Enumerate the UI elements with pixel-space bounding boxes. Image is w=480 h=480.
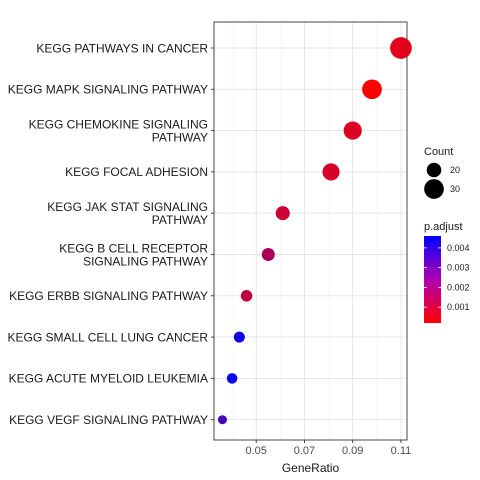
y-tick-label: KEGG VEGF SIGNALING PATHWAY	[9, 413, 208, 427]
p-adjust-colorbar	[424, 236, 441, 323]
y-tick-label-line: KEGG FOCAL ADHESION	[65, 165, 208, 179]
y-tick-label: KEGG ERBB SIGNALING PATHWAY	[9, 289, 208, 303]
data-point	[217, 415, 227, 425]
p-adjust-legend-ticks: 0.004 0.003 0.002 0.001	[424, 243, 470, 312]
colorbar-tick-label: 0.004	[447, 243, 470, 253]
count-legend-label: 30	[450, 184, 460, 194]
x-tick-label: 0.09	[342, 445, 363, 457]
x-tick-label: 0.11	[391, 445, 412, 457]
data-point	[226, 373, 238, 384]
grid-lines	[214, 22, 407, 440]
colorbar-tick-label: 0.001	[447, 302, 470, 312]
y-tick-label-line: PATHWAY	[152, 213, 208, 227]
y-tick-label-line: KEGG CHEMOKINE SIGNALING	[29, 117, 208, 131]
data-point	[362, 79, 382, 100]
y-tick-label-line: KEGG ERBB SIGNALING PATHWAY	[9, 289, 208, 303]
y-tick-label-line: KEGG B CELL RECEPTOR	[59, 241, 208, 255]
data-point	[261, 247, 275, 262]
count-legend-title: Count	[424, 146, 453, 158]
y-tick-label-line: KEGG PATHWAYS IN CANCER	[36, 41, 208, 55]
data-point	[275, 206, 290, 221]
data-point	[390, 37, 412, 59]
x-tick-label: 0.07	[294, 445, 315, 457]
y-tick-label: KEGG PATHWAYS IN CANCER	[36, 41, 208, 55]
colorbar-tick-label: 0.002	[447, 282, 470, 292]
y-tick-label-line: PATHWAY	[152, 130, 208, 144]
y-tick-label-line: KEGG VEGF SIGNALING PATHWAY	[9, 413, 208, 427]
count-legend-dot	[424, 179, 444, 199]
y-tick-label-line: KEGG MAPK SIGNALING PATHWAY	[8, 83, 208, 97]
x-axis-title: GeneRatio	[282, 461, 340, 475]
y-tick-label: KEGG JAK STAT SIGNALING PATHWAY	[47, 200, 208, 227]
y-tick-label: KEGG MAPK SIGNALING PATHWAY	[8, 83, 208, 97]
count-legend-dot	[426, 162, 442, 178]
x-axis-ticks: 0.05 0.07 0.09 0.11	[246, 440, 412, 457]
count-legend-label: 20	[450, 165, 460, 175]
plot-panel	[213, 21, 408, 441]
data-point	[233, 331, 245, 343]
y-tick-label-line: SIGNALING PATHWAY	[83, 254, 208, 268]
y-tick-label: KEGG FOCAL ADHESION	[65, 165, 208, 179]
data-points	[217, 37, 412, 425]
data-point	[343, 121, 362, 140]
colorbar-tick-label: 0.003	[447, 263, 470, 273]
y-tick-label-line: KEGG ACUTE MYELOID LEUKEMIA	[9, 372, 208, 386]
x-tick-label: 0.05	[246, 445, 267, 457]
y-tick-label: KEGG SMALL CELL LUNG CANCER	[7, 330, 208, 344]
p-adjust-legend-title: p.adjust	[424, 221, 463, 233]
y-axis-labels: KEGG PATHWAYS IN CANCER KEGG MAPK SIGNALI…	[7, 41, 214, 427]
y-tick-label: KEGG CHEMOKINE SIGNALING PATHWAY	[29, 117, 208, 144]
y-tick-label: KEGG ACUTE MYELOID LEUKEMIA	[9, 372, 208, 386]
data-point	[322, 163, 340, 181]
data-point	[240, 290, 253, 302]
y-tick-label-line: KEGG JAK STAT SIGNALING	[47, 200, 208, 214]
y-tick-label: KEGG B CELL RECEPTOR SIGNALING PATHWAY	[59, 241, 208, 268]
y-tick-label-line: KEGG SMALL CELL LUNG CANCER	[7, 330, 208, 344]
